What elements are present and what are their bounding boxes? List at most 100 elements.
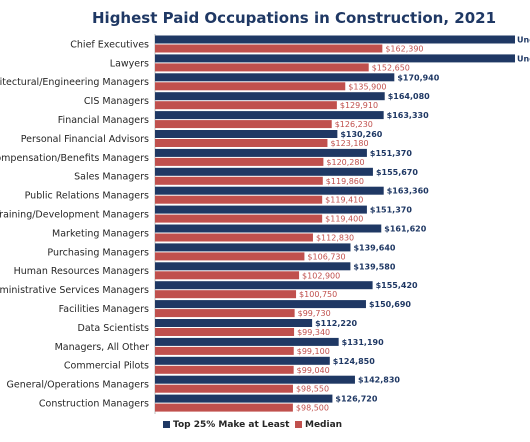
category-label: Lawyers [110, 58, 149, 69]
category-label: General/Operations Managers [7, 380, 150, 391]
median-bar [155, 403, 293, 412]
median-data-label: $102,900 [302, 271, 340, 280]
median-bar [155, 139, 328, 147]
top25-bar [155, 148, 367, 157]
top25-bar [155, 281, 373, 290]
top25-data-label: $164,080 [388, 92, 430, 101]
category-label: Construction Managers [39, 399, 149, 410]
median-bar [155, 328, 295, 336]
median-bar [155, 384, 293, 393]
top25-data-label: $150,690 [369, 300, 411, 309]
top25-bar [155, 262, 351, 271]
median-data-label: $99,340 [297, 328, 330, 337]
top25-data-label: $163,360 [387, 187, 429, 196]
top25-bar [155, 54, 515, 63]
median-data-label: $135,900 [348, 82, 386, 91]
median-bar [155, 271, 300, 280]
median-data-label: $123,180 [330, 139, 368, 148]
plot-area: Chief Executives Undisc $162,390 Lawyers Und… [0, 35, 530, 413]
median-data-label: $162,390 [385, 45, 423, 54]
category-label: Marketing Managers [52, 228, 149, 239]
median-data-label: $99,040 [297, 366, 330, 375]
chart-title: Highest Paid Occupations in Construction… [92, 9, 496, 27]
top25-bar [155, 130, 338, 138]
top25-bar [155, 243, 351, 252]
median-bar [155, 195, 323, 204]
category-label: Facilities Managers [59, 304, 149, 315]
median-data-label: $152,650 [372, 63, 410, 72]
median-bar [155, 252, 305, 261]
category-label: Training/Development Managers [0, 210, 149, 221]
median-data-label: $119,400 [325, 215, 363, 224]
top25-bar [155, 92, 385, 101]
category-label: Purchasing Managers [47, 247, 149, 258]
top25-data-label: Undisclosed [517, 54, 530, 63]
top25-bar [155, 186, 384, 195]
top25-bar [155, 337, 339, 346]
top25-bar [155, 224, 382, 233]
legend-label-top25: Top 25% Make at Least [173, 420, 290, 430]
median-bar [155, 176, 323, 185]
median-bar [155, 44, 383, 53]
top25-data-label: Undisc [517, 36, 530, 45]
category-label: CIS Managers [84, 96, 149, 107]
top25-bar [155, 319, 313, 327]
median-data-label: $126,230 [335, 120, 373, 129]
top25-data-label: $151,370 [370, 206, 412, 215]
category-label: Commercial Pilots [64, 361, 149, 372]
top25-bar [155, 111, 384, 120]
top25-data-label: $124,850 [333, 357, 375, 366]
top25-bar [155, 375, 355, 384]
top25-data-label: $130,260 [340, 130, 382, 139]
top25-data-label: $155,420 [376, 281, 418, 290]
median-data-label: $129,910 [340, 101, 378, 110]
median-bar [155, 346, 294, 355]
category-label: Human Resources Managers [14, 266, 149, 277]
median-data-label: $119,860 [326, 177, 364, 186]
top25-bar [155, 35, 515, 44]
median-data-label: $99,100 [297, 347, 330, 356]
category-label: Financial Managers [58, 115, 149, 126]
top25-data-label: $126,720 [335, 395, 377, 404]
median-data-label: $98,500 [296, 404, 329, 413]
median-data-label: $112,830 [316, 234, 354, 243]
median-bar [155, 214, 323, 223]
category-label: Personal Financial Advisors [21, 134, 149, 145]
category-label: Managers, All Other [55, 342, 149, 353]
top25-data-label: $112,220 [315, 319, 357, 328]
median-bar [155, 101, 337, 110]
category-label: Administrative Services Managers [0, 285, 149, 296]
category-label: Public Relations Managers [25, 191, 149, 202]
top25-data-label: $139,580 [353, 262, 395, 271]
category-label: Data Scientists [78, 323, 150, 334]
category-label: Chief Executives [70, 39, 149, 50]
top25-bar [155, 394, 333, 403]
legend-label-median: Median [305, 420, 342, 430]
median-data-label: $99,730 [298, 309, 331, 318]
median-bar [155, 157, 324, 166]
median-data-label: $98,550 [296, 385, 329, 394]
top25-bar [155, 205, 367, 214]
legend-swatch-top25 [163, 421, 170, 428]
median-bar [155, 309, 295, 318]
median-bar [155, 365, 294, 374]
top25-data-label: $161,620 [384, 225, 426, 234]
median-data-label: $100,750 [299, 290, 337, 299]
median-bar [155, 233, 313, 242]
top25-data-label: $155,670 [376, 168, 418, 177]
category-label: Architectural/Engineering Managers [0, 77, 149, 88]
top25-data-label: $151,370 [370, 149, 412, 158]
median-bar [155, 120, 332, 129]
top25-data-label: $170,940 [397, 73, 439, 82]
top25-data-label: $131,190 [342, 338, 384, 347]
top25-data-label: $139,640 [353, 243, 395, 252]
legend-swatch-median [295, 421, 302, 428]
median-data-label: $106,730 [307, 252, 345, 261]
median-bar [155, 290, 297, 299]
top25-data-label: $163,330 [387, 111, 429, 120]
median-bar [155, 82, 346, 91]
top25-data-label: $142,830 [358, 376, 400, 385]
top25-bar [155, 167, 373, 176]
top25-bar [155, 356, 330, 365]
